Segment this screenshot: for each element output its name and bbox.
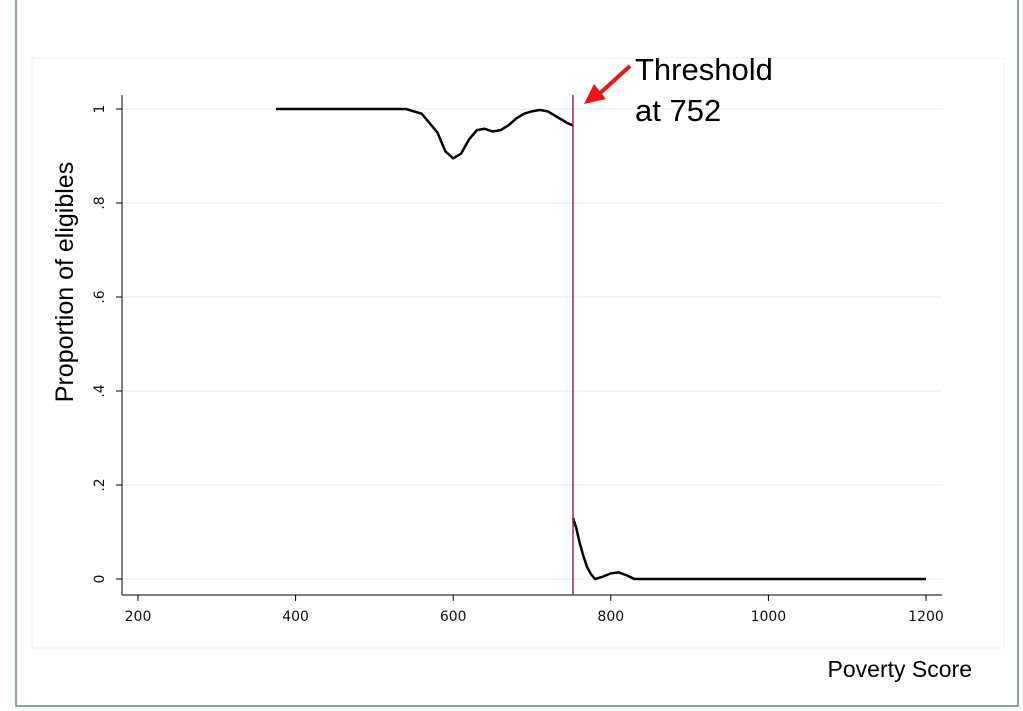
y-tick-label: .4: [92, 384, 108, 397]
y-axis-label: Proportion of eligibles: [51, 162, 79, 402]
series-line-above-threshold: [571, 517, 926, 581]
grid: [122, 108, 942, 580]
x-tick-label: 600: [440, 609, 467, 625]
series: [275, 107, 926, 581]
x-axis-label: Poverty Score: [828, 656, 972, 682]
x-tick-label: 1000: [751, 609, 787, 625]
x-tick-label: 400: [282, 609, 309, 625]
y-tick-label: 1: [92, 105, 108, 114]
y-tick-label: .8: [92, 196, 108, 209]
x-tick-label: 1200: [908, 609, 944, 625]
y-tick-label: 0: [92, 575, 108, 584]
y-tick-label: .6: [92, 290, 108, 303]
red-arrow-icon: [584, 64, 632, 104]
threshold-annotation-line1: Threshold: [635, 52, 773, 87]
threshold-annotation-line2: at 752: [635, 93, 721, 128]
x-tick-label: 200: [125, 609, 152, 625]
y-tick-label: .2: [92, 478, 108, 491]
x-tick-label: 800: [597, 609, 624, 625]
plot-panel: [31, 57, 1005, 649]
axes: [121, 95, 942, 596]
series-line-below-threshold: [275, 107, 574, 160]
